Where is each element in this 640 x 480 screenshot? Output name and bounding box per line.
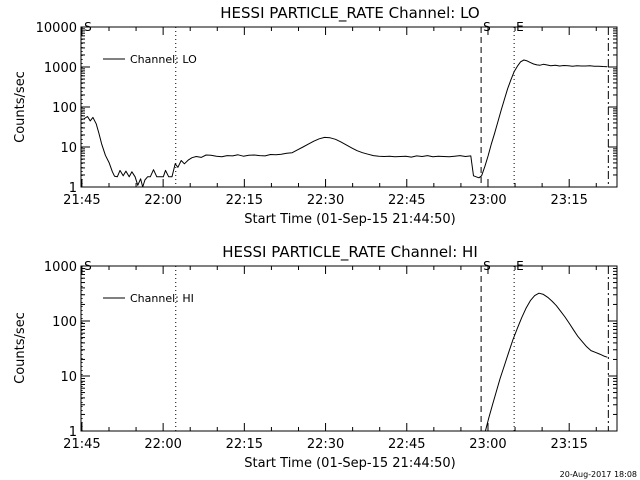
lo-y-axis-label: Counts/sec xyxy=(13,71,28,143)
hi-y-tick-label: 1000 xyxy=(44,260,77,275)
hi-x-axis-label: Start Time (01-Sep-15 21:44:50) xyxy=(244,456,455,471)
hi-channel-panel: HESSI PARTICLE_RATE Channel: HI Start Ti… xyxy=(13,243,618,471)
hi-legend-label: Channel: HI xyxy=(130,292,194,305)
lo-plot-frame xyxy=(80,26,618,188)
hi-marker-label: E xyxy=(516,259,524,273)
lo-marker-label: S xyxy=(84,20,92,34)
hi-x-tick-label: 22:30 xyxy=(307,437,344,452)
lo-y-tick-label: 10000 xyxy=(36,21,77,36)
hi-x-tick-label: 23:00 xyxy=(469,437,506,452)
lo-series-line xyxy=(83,59,608,188)
lo-x-tick-label: 23:15 xyxy=(550,193,587,208)
hi-y-tick-label: 1 xyxy=(69,425,77,440)
hi-x-tick-label: 23:15 xyxy=(550,437,587,452)
hi-x-tick-label: 21:45 xyxy=(63,437,100,452)
hi-y-axis-label: Counts/sec xyxy=(13,312,28,384)
hi-x-tick-label: 22:45 xyxy=(388,437,425,452)
hi-y-tick-label: 10 xyxy=(60,370,77,385)
hi-marker-label: S xyxy=(483,259,491,273)
hi-chart-title: HESSI PARTICLE_RATE Channel: HI xyxy=(222,243,478,262)
hi-plot-frame xyxy=(80,265,618,432)
lo-x-tick-label: 22:30 xyxy=(307,193,344,208)
lo-x-tick-label: 22:45 xyxy=(388,193,425,208)
lo-y-tick-label: 100 xyxy=(52,101,77,116)
lo-legend-label: Channel: LO xyxy=(130,53,197,66)
hi-y-tick-label: 100 xyxy=(52,315,77,330)
lo-x-tick-label: 22:00 xyxy=(144,193,181,208)
lo-x-tick-label: 22:15 xyxy=(226,193,263,208)
lo-x-tick-label: 21:45 xyxy=(63,193,100,208)
lo-chart-title: HESSI PARTICLE_RATE Channel: LO xyxy=(220,4,479,23)
lo-channel-panel: HESSI PARTICLE_RATE Channel: LO Start Ti… xyxy=(13,4,618,227)
lo-y-tick-label: 1 xyxy=(69,181,77,196)
hi-series-line xyxy=(484,292,608,432)
lo-y-tick-label: 1000 xyxy=(44,61,77,76)
lo-x-tick-label: 23:00 xyxy=(469,193,506,208)
hi-marker-label: S xyxy=(84,259,92,273)
hi-x-tick-label: 22:15 xyxy=(226,437,263,452)
generation-timestamp: 20-Aug-2017 18:08 xyxy=(560,470,637,479)
lo-y-tick-label: 10 xyxy=(60,141,77,156)
lo-marker-label: E xyxy=(516,20,524,34)
hi-x-tick-label: 22:00 xyxy=(144,437,181,452)
lo-marker-label: S xyxy=(483,20,491,34)
lo-x-axis-label: Start Time (01-Sep-15 21:44:50) xyxy=(244,212,455,227)
